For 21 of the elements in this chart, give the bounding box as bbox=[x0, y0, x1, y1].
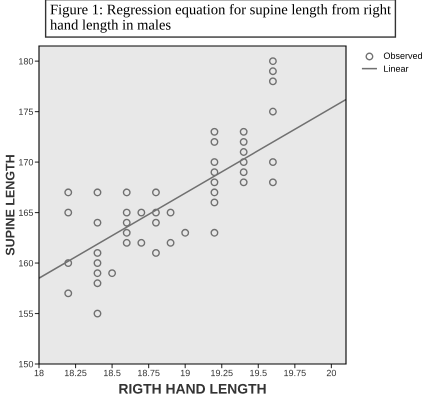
x-axis-title: RIGTH HAND LENGTH bbox=[119, 384, 266, 394]
chart-title: Figure 1: Regression equation for supine length from right hand length in males bbox=[50, 4, 391, 33]
y-tick-label: 170 bbox=[19, 159, 34, 166]
y-tick-label: 175 bbox=[19, 108, 34, 115]
x-tick-label: 18.5 bbox=[104, 370, 121, 376]
x-tick-label: 19.75 bbox=[284, 370, 306, 376]
x-tick-label: 19.25 bbox=[211, 370, 233, 376]
y-axis-title: SUPINE LENGTH bbox=[6, 155, 15, 256]
x-tick-label: 18.75 bbox=[138, 370, 160, 376]
x-tick-label: 20 bbox=[326, 370, 336, 376]
x-tick-label: 19.5 bbox=[250, 370, 267, 376]
y-tick-label: 155 bbox=[19, 310, 34, 317]
y-tick-label: 180 bbox=[19, 58, 34, 65]
x-tick-label: 18.25 bbox=[64, 370, 86, 376]
y-tick-label: 165 bbox=[19, 210, 34, 216]
y-tick-label: 150 bbox=[19, 360, 34, 368]
legend-label: Linear bbox=[384, 65, 408, 72]
x-tick-label: 18 bbox=[34, 370, 44, 376]
y-tick-label: 160 bbox=[19, 260, 34, 266]
legend-label: Observed bbox=[384, 52, 422, 59]
x-tick-label: 19 bbox=[180, 370, 190, 376]
